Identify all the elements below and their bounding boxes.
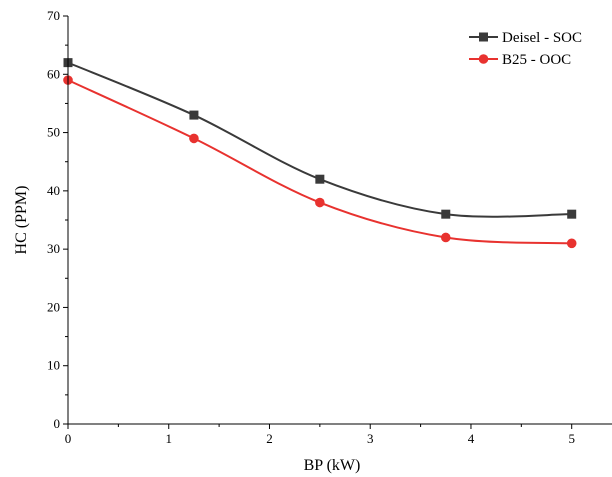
data-point [315,197,325,208]
x-tick-label: 0 [65,431,72,446]
x-tick-label: 4 [468,431,475,446]
series-2 [63,75,577,249]
y-tick-label: 70 [47,8,60,23]
y-tick-label: 30 [47,241,60,256]
data-point [567,209,577,219]
legend: Deisel - SOC B25 - OOC [469,30,582,68]
legend-item: B25 - OOC [469,52,571,68]
data-point [441,209,451,219]
x-axis-ticks: 0 1 2 3 4 5 [65,424,575,446]
y-axis-ticks: 0 10 20 30 40 50 60 70 [47,8,68,431]
y-axis-title: HC (PPM) [13,186,30,255]
series-layer [63,58,577,249]
legend-marker [478,54,489,64]
legend-label: Deisel - SOC [502,30,582,46]
data-point [189,133,199,144]
data-point [566,238,577,249]
series-1 [63,58,577,219]
y-tick-label: 0 [54,416,61,431]
y-tick-label: 10 [47,358,60,373]
x-tick-label: 1 [165,431,172,446]
series-line [67,61,572,218]
data-point [440,232,451,243]
y-tick-label: 20 [47,299,60,314]
y-tick-label: 60 [47,66,60,81]
x-tick-label: 5 [568,431,575,446]
legend-marker [479,32,488,42]
x-tick-label: 3 [367,431,374,446]
data-point [315,174,325,184]
legend-item: Deisel - SOC [469,30,582,46]
x-axis-title: BP (kW) [304,457,361,474]
data-point [189,110,199,120]
series-line [67,79,572,245]
x-tick-label: 2 [266,431,273,446]
legend-label: B25 - OOC [502,52,571,68]
y-tick-label: 40 [47,183,60,198]
y-tick-label: 50 [47,125,60,140]
